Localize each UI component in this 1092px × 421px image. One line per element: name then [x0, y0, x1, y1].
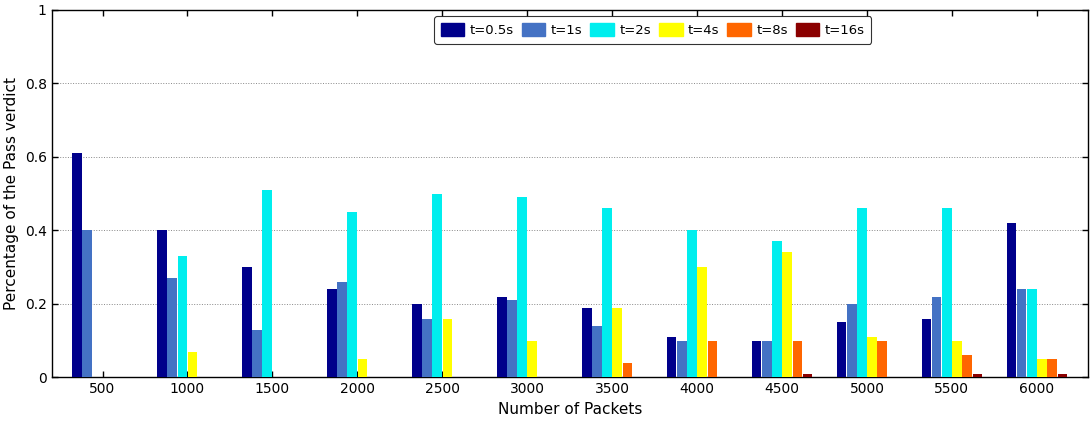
Bar: [793, 341, 803, 377]
Bar: [582, 308, 592, 377]
Bar: [1047, 359, 1057, 377]
Bar: [931, 296, 941, 377]
Bar: [603, 208, 612, 377]
Bar: [973, 374, 983, 377]
Bar: [178, 256, 187, 377]
Bar: [922, 319, 931, 377]
X-axis label: Number of Packets: Number of Packets: [498, 402, 642, 417]
Bar: [242, 267, 252, 377]
Bar: [942, 208, 951, 377]
Bar: [847, 304, 856, 377]
Y-axis label: Percentage of the Pass verdict: Percentage of the Pass verdict: [4, 77, 20, 310]
Bar: [687, 230, 697, 377]
Bar: [592, 326, 602, 377]
Bar: [262, 190, 272, 377]
Bar: [1007, 223, 1017, 377]
Bar: [613, 308, 622, 377]
Bar: [1057, 374, 1067, 377]
Bar: [167, 278, 177, 377]
Bar: [698, 267, 707, 377]
Bar: [772, 241, 782, 377]
Bar: [188, 352, 198, 377]
Bar: [836, 322, 846, 377]
Bar: [622, 363, 632, 377]
Bar: [857, 208, 867, 377]
Bar: [518, 197, 527, 377]
Bar: [252, 330, 262, 377]
Bar: [867, 337, 877, 377]
Bar: [347, 212, 357, 377]
Bar: [423, 319, 431, 377]
Bar: [157, 230, 167, 377]
Bar: [527, 341, 537, 377]
Bar: [82, 230, 92, 377]
Bar: [497, 296, 507, 377]
Bar: [952, 341, 962, 377]
Bar: [412, 304, 422, 377]
Bar: [337, 282, 347, 377]
Bar: [782, 252, 792, 377]
Bar: [442, 319, 452, 377]
Bar: [762, 341, 772, 377]
Bar: [507, 300, 517, 377]
Bar: [432, 194, 442, 377]
Legend: t=0.5s, t=1s, t=2s, t=4s, t=8s, t=16s: t=0.5s, t=1s, t=2s, t=4s, t=8s, t=16s: [434, 16, 871, 44]
Bar: [751, 341, 761, 377]
Bar: [667, 337, 676, 377]
Bar: [1037, 359, 1047, 377]
Bar: [803, 374, 812, 377]
Bar: [1026, 289, 1036, 377]
Bar: [1017, 289, 1026, 377]
Bar: [357, 359, 367, 377]
Bar: [72, 153, 82, 377]
Bar: [708, 341, 717, 377]
Bar: [327, 289, 336, 377]
Bar: [677, 341, 687, 377]
Bar: [962, 355, 972, 377]
Bar: [878, 341, 887, 377]
